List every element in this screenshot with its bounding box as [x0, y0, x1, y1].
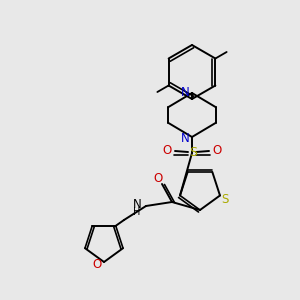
Text: N: N	[181, 131, 189, 145]
Text: O: O	[162, 143, 172, 157]
Text: H: H	[133, 207, 141, 217]
Text: O: O	[92, 259, 102, 272]
Text: S: S	[221, 193, 229, 206]
Text: N: N	[181, 85, 189, 98]
Text: S: S	[189, 146, 197, 160]
Text: O: O	[212, 143, 222, 157]
Text: O: O	[153, 172, 163, 184]
Text: N: N	[133, 199, 141, 212]
